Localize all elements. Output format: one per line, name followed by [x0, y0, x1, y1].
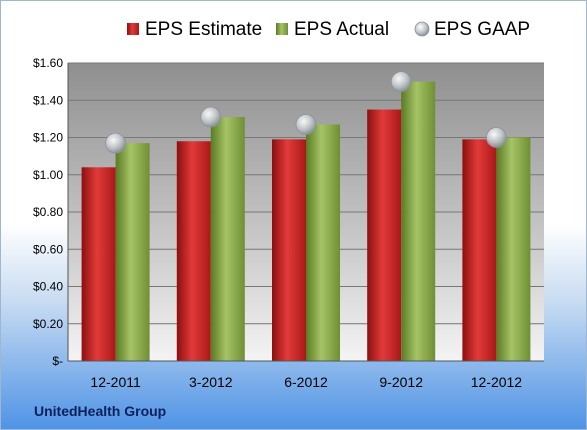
- marker-eps-gaap: [105, 132, 126, 154]
- company-name: UnitedHealth Group: [34, 403, 167, 419]
- y-tick-label: $1.40: [33, 93, 63, 107]
- y-tick-label: $1.00: [33, 168, 63, 182]
- legend-swatch: [414, 21, 430, 37]
- bar-eps-estimate: [367, 109, 402, 361]
- legend-label: EPS GAAP: [434, 19, 530, 40]
- bars: [81, 81, 531, 362]
- legend-label: EPS Actual: [294, 19, 389, 40]
- bar-eps-actual: [401, 81, 436, 361]
- legend-swatch: [127, 23, 139, 35]
- gaap-markers: [105, 71, 507, 154]
- legend-swatch: [276, 23, 288, 35]
- y-tick-label: $1.60: [33, 56, 63, 70]
- bar-eps-actual: [496, 137, 531, 361]
- legend-label: EPS Estimate: [145, 19, 262, 40]
- y-tick-label: $0.40: [33, 280, 63, 294]
- y-tick-label: $0.80: [33, 205, 63, 219]
- x-axis: 12-2011 3-2012 6-2012 9-2012 12-2012: [68, 360, 544, 390]
- marker-eps-gaap: [390, 71, 412, 93]
- x-tick-label: 6-2012: [284, 374, 328, 390]
- bar-eps-estimate: [462, 139, 497, 361]
- legend: EPS Estimate EPS Actual EPS GAAP: [127, 19, 530, 40]
- y-tick-label: $-: [52, 354, 63, 368]
- bar-eps-estimate: [272, 139, 306, 361]
- bar-eps-actual: [306, 124, 340, 362]
- marker-eps-gaap: [200, 106, 222, 128]
- bar-eps-estimate: [81, 167, 116, 361]
- x-tick-label: 3-2012: [189, 374, 233, 390]
- y-axis: $- $0.20 $0.40 $0.60 $0.80 $1.00 $1.20 $1.40 $1.…: [33, 56, 69, 368]
- x-tick-label: 12-2012: [471, 374, 523, 390]
- bar-eps-actual: [115, 143, 150, 361]
- marker-eps-gaap: [485, 127, 507, 148]
- bar-eps-actual: [210, 117, 245, 361]
- y-tick-label: $0.20: [33, 317, 63, 331]
- bar-eps-estimate: [176, 141, 211, 361]
- y-tick-label: $0.60: [33, 242, 63, 256]
- y-tick-label: $1.20: [33, 131, 63, 145]
- x-tick-label: 9-2012: [379, 374, 423, 390]
- marker-eps-gaap: [295, 114, 317, 135]
- x-tick-label: 12-2011: [90, 374, 141, 390]
